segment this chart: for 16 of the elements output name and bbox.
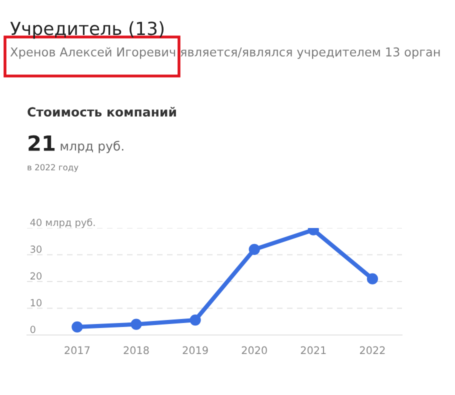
y-tick-label: 40 млрд руб. bbox=[30, 218, 95, 228]
text: Учредитель (13) bbox=[10, 21, 164, 39]
y-tick-label: 30 bbox=[30, 246, 42, 253]
text: 21 млрд руб. bbox=[28, 135, 124, 154]
chart-title: Стоимость компаний bbox=[28, 106, 176, 117]
x-tick-label: 2022 bbox=[360, 346, 385, 354]
y-tick-label: 10 bbox=[30, 299, 42, 306]
y-tick-label: 20 bbox=[30, 272, 42, 280]
y-tick-label: 0 bbox=[30, 326, 36, 334]
x-tick-label: 2019 bbox=[182, 346, 208, 354]
x-tick-label: 2017 bbox=[64, 346, 90, 354]
x-tick-label: 2018 bbox=[124, 346, 149, 354]
x-tick-label: 2020 bbox=[242, 346, 267, 354]
x-tick-label: 2021 bbox=[300, 346, 326, 354]
text: Хренов Алексей Игоревич является/являлся учредителем 13 орган bbox=[10, 47, 440, 59]
text: в 2022 году bbox=[28, 164, 78, 172]
